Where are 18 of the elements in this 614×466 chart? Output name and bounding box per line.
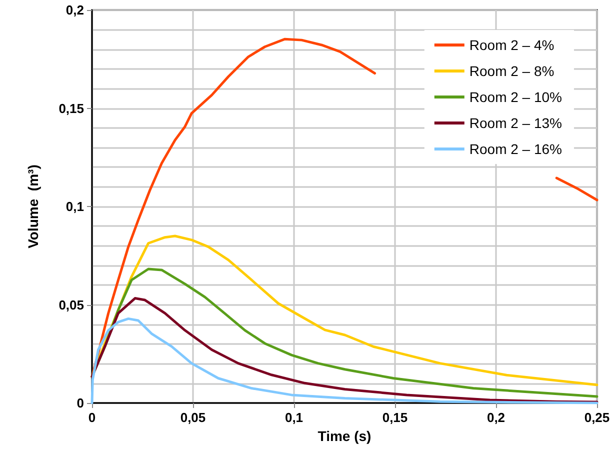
y-axis-title: Volume (m³) [25,164,41,248]
y-tick-label: 0,05 [58,297,84,312]
x-tick-label: 0 [88,410,96,425]
x-tick-label: 0,25 [584,410,610,425]
x-tick-label: 0,15 [382,410,408,425]
y-tick-label: 0,2 [66,2,84,18]
x-axis-title: Time (s) [318,428,372,444]
x-tick-label: 0,2 [486,410,506,425]
y-tick-label: 0 [76,396,84,410]
legend-label: Room 2 – 13% [469,115,562,131]
legend-label: Room 2 – 10% [469,89,562,105]
x-tick-label: 0,05 [180,410,206,425]
x-tick-label: 0,1 [284,410,304,425]
y-tick-label: 0,1 [66,199,84,214]
legend-label: Room 2 – 8% [469,63,554,79]
legend-label: Room 2 – 4% [469,37,554,53]
legend-label: Room 2 – 16% [469,141,562,157]
y-tick-label: 0,15 [58,100,84,116]
